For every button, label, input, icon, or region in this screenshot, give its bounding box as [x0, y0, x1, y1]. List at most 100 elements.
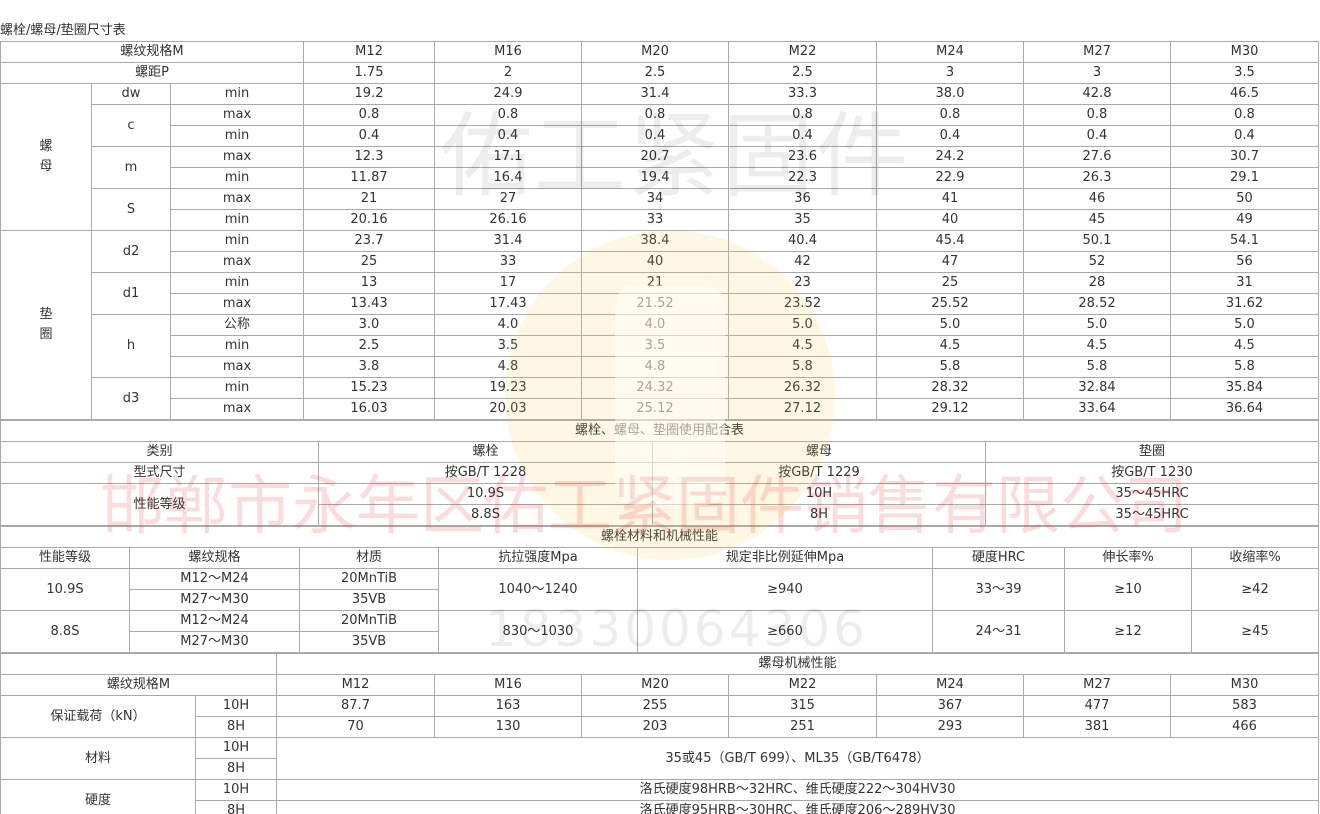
- header-cell: M22: [728, 674, 877, 696]
- table-cell: 洛氏硬度95HRB～30HRC、维氏硬度206～289HV30: [275, 800, 1320, 814]
- table-cell: 10.9S: [318, 483, 653, 505]
- table-cell: max: [170, 104, 304, 126]
- table-cell: 47: [876, 251, 1024, 273]
- header-cell: M30: [1170, 41, 1319, 63]
- table-cell: 保证载荷（kN）: [0, 695, 196, 738]
- table-cell: 28: [1023, 272, 1171, 294]
- table-row: max 13.43 17.43 21.52 23.52 25.52 28.52 31.62: [1, 293, 1319, 315]
- table-cell: 41: [876, 188, 1024, 210]
- table-cell: ≥12: [1064, 610, 1192, 653]
- table-cell: 21.52: [581, 293, 729, 315]
- table-body: 螺纹规格M M12 M16 M20 M22 M24 M27 M30 螺距P 1.75 2 2.5 2.5…: [0, 41, 1319, 420]
- table-cell: 23: [728, 272, 877, 294]
- table-cell: min: [170, 83, 304, 105]
- table-cell: 367: [876, 695, 1024, 717]
- header-cell: 收缩率%: [1190, 547, 1320, 569]
- table-row: 性能等级 螺纹规格 材质 抗拉强度Mpa 规定非比例延伸Mpa 硬度HRC 伸长率% 收缩率%: [0, 547, 1320, 569]
- table-cell: 42: [728, 251, 877, 273]
- table-cell: 13.43: [303, 293, 435, 315]
- table-cell: 830～1030: [438, 610, 638, 653]
- header-cell: 螺纹规格: [129, 547, 300, 569]
- page-title: 螺栓/螺母/垫圈尺寸表: [0, 23, 126, 38]
- table-cell: 24.2: [876, 146, 1024, 168]
- table-cell: 22.3: [728, 167, 877, 189]
- table-row: M27～M30 35VB: [1, 631, 1319, 653]
- table-title: 螺栓、螺母、垫圈使用配合表: [0, 420, 1320, 442]
- table-cell: 33.3: [728, 83, 877, 105]
- table-cell: 40.4: [728, 230, 877, 252]
- table-cell: 477: [1023, 695, 1171, 717]
- table-cell: 公称: [170, 314, 304, 336]
- table-cell: 材料: [0, 737, 196, 780]
- header-cell: M16: [434, 674, 582, 696]
- table-cell: 13: [303, 272, 435, 294]
- table-cell: 21: [581, 272, 729, 294]
- table-cell: 42.8: [1023, 83, 1171, 105]
- table-cell: 螺距P: [0, 62, 304, 84]
- table-cell: 5.0: [1023, 314, 1171, 336]
- table-cell: 16.4: [434, 167, 582, 189]
- match-table: 螺栓、螺母、垫圈使用配合表 类别 螺栓 螺母 垫圈 型式尺寸 按GB/T 1228 按GB/T…: [0, 420, 1320, 526]
- table-cell: 17.1: [434, 146, 582, 168]
- nut-table: 螺母机械性能 螺纹规格M M12 M16 M20 M22 M24 M27 M30 保证载荷（kN）…: [0, 653, 1320, 814]
- table-cell: 35VB: [299, 589, 439, 611]
- table-cell: 24.32: [581, 377, 729, 399]
- param-label: h: [91, 314, 171, 378]
- table-cell: 255: [581, 695, 729, 717]
- param-label: dw: [91, 83, 171, 105]
- table-title: 螺母机械性能: [275, 653, 1320, 675]
- table-cell: 35.84: [1170, 377, 1319, 399]
- table-cell: min: [170, 167, 304, 189]
- table-cell: max: [170, 146, 304, 168]
- table-title: 螺栓材料和机械性能: [0, 526, 1320, 548]
- table-body: 螺栓、螺母、垫圈使用配合表 类别 螺栓 螺母 垫圈 型式尺寸 按GB/T 1228 按GB/T…: [0, 420, 1320, 526]
- table-cell: 70: [276, 716, 435, 738]
- table-cell: max: [170, 188, 304, 210]
- table-cell: 5.8: [1170, 356, 1319, 378]
- table-row: d3 min 15.23 19.23 24.32 26.32 28.32 32.84 35.84: [1, 377, 1319, 420]
- param-label: d3: [91, 377, 171, 420]
- table-cell: ≥940: [637, 568, 933, 611]
- table-cell: min: [170, 209, 304, 231]
- table-row: 类别 螺栓 螺母 垫圈: [0, 441, 1320, 463]
- table-row: 螺栓、螺母、垫圈使用配合表: [0, 420, 1320, 442]
- table-cell: 35: [728, 209, 877, 231]
- table-row: max 25 33 40 42 47 52 56: [1, 251, 1319, 273]
- table-cell: M27～M30: [129, 589, 300, 611]
- table-cell: 17.43: [434, 293, 582, 315]
- header-cell: M20: [581, 674, 729, 696]
- table-cell: 31.4: [434, 230, 582, 252]
- table-cell: 0.8: [581, 104, 729, 126]
- table-cell: ≥42: [1190, 568, 1320, 611]
- table-cell: 40: [876, 209, 1024, 231]
- table-row: 8.8S 8H 35～45HRC: [1, 504, 1320, 526]
- table-cell: 5.0: [1170, 314, 1319, 336]
- table-cell: 16.03: [303, 398, 435, 420]
- table-cell: 33: [434, 251, 582, 273]
- table-cell: min: [170, 272, 304, 294]
- table-cell: min: [170, 230, 304, 252]
- table-cell: 28.52: [1023, 293, 1171, 315]
- param-label: c: [91, 104, 171, 147]
- table-cell: 2.5: [728, 62, 877, 84]
- group-label: 螺母: [0, 83, 92, 231]
- table-cell: 4.5: [728, 335, 877, 357]
- table-cell: 0.8: [303, 104, 435, 126]
- table-cell: 0.4: [1170, 125, 1319, 147]
- param-label: d1: [91, 272, 171, 315]
- table-cell: 203: [581, 716, 729, 738]
- table-cell: 2: [434, 62, 582, 84]
- table-row: max 3.8 4.8 4.8 5.8 5.8 5.8 5.8: [1, 356, 1319, 378]
- table-cell: 0.4: [1023, 125, 1171, 147]
- table-cell: 洛氏硬度98HRB～32HRC、维氏硬度222～304HV30: [275, 779, 1320, 801]
- table-cell: 3: [1023, 62, 1171, 84]
- table-row: d1 min 13 17 21 23 25 28 31: [1, 272, 1319, 315]
- table-cell: 251: [728, 716, 877, 738]
- table-cell: 163: [434, 695, 582, 717]
- table-row: min 0.4 0.4 0.4 0.4 0.4 0.4 0.4: [1, 125, 1319, 147]
- table-cell: 26.16: [434, 209, 582, 231]
- table-cell: 4.5: [876, 335, 1024, 357]
- table-cell: 293: [876, 716, 1024, 738]
- table-cell: 26.32: [728, 377, 877, 399]
